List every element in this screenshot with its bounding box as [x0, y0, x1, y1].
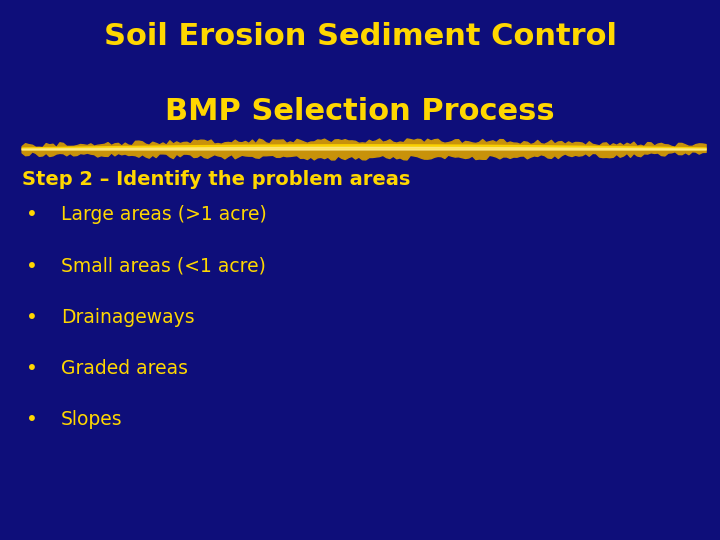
- Text: Drainageways: Drainageways: [61, 308, 195, 327]
- Text: Large areas (>1 acre): Large areas (>1 acre): [61, 205, 267, 224]
- Text: Slopes: Slopes: [61, 410, 123, 429]
- Text: •: •: [27, 359, 38, 378]
- Text: BMP Selection Process: BMP Selection Process: [165, 97, 555, 126]
- Text: •: •: [27, 308, 38, 327]
- Text: •: •: [27, 256, 38, 275]
- Text: Small areas (<1 acre): Small areas (<1 acre): [61, 256, 266, 275]
- Text: •: •: [27, 205, 38, 224]
- Text: Soil Erosion Sediment Control: Soil Erosion Sediment Control: [104, 22, 616, 51]
- Text: •: •: [27, 410, 38, 429]
- Text: Graded areas: Graded areas: [61, 359, 188, 378]
- Text: Step 2 – Identify the problem areas: Step 2 – Identify the problem areas: [22, 170, 410, 189]
